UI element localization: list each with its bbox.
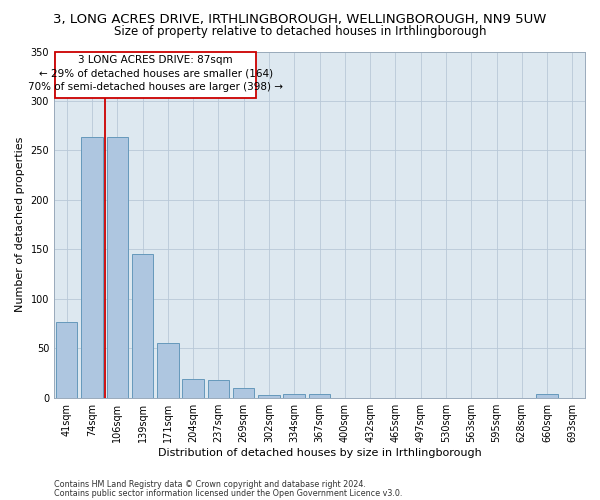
Bar [208,380,229,398]
Bar [157,344,179,398]
Text: Size of property relative to detached houses in Irthlingborough: Size of property relative to detached ho… [114,24,486,38]
Bar [536,394,558,398]
Bar [283,394,305,398]
Text: 3, LONG ACRES DRIVE, IRTHLINGBOROUGH, WELLINGBOROUGH, NN9 5UW: 3, LONG ACRES DRIVE, IRTHLINGBOROUGH, WE… [53,12,547,26]
Bar [258,394,280,398]
Text: 70% of semi-detached houses are larger (398) →: 70% of semi-detached houses are larger (… [28,82,283,92]
Bar [107,136,128,398]
Text: Contains public sector information licensed under the Open Government Licence v3: Contains public sector information licen… [54,489,403,498]
Bar [132,254,153,398]
Text: 3 LONG ACRES DRIVE: 87sqm: 3 LONG ACRES DRIVE: 87sqm [79,56,233,66]
Y-axis label: Number of detached properties: Number of detached properties [15,137,25,312]
Bar [309,394,330,398]
Text: Contains HM Land Registry data © Crown copyright and database right 2024.: Contains HM Land Registry data © Crown c… [54,480,366,489]
Bar [182,379,204,398]
Bar [233,388,254,398]
Text: ← 29% of detached houses are smaller (164): ← 29% of detached houses are smaller (16… [39,68,273,78]
Bar [81,136,103,398]
Bar [56,322,77,398]
FancyBboxPatch shape [55,52,256,98]
X-axis label: Distribution of detached houses by size in Irthlingborough: Distribution of detached houses by size … [158,448,481,458]
